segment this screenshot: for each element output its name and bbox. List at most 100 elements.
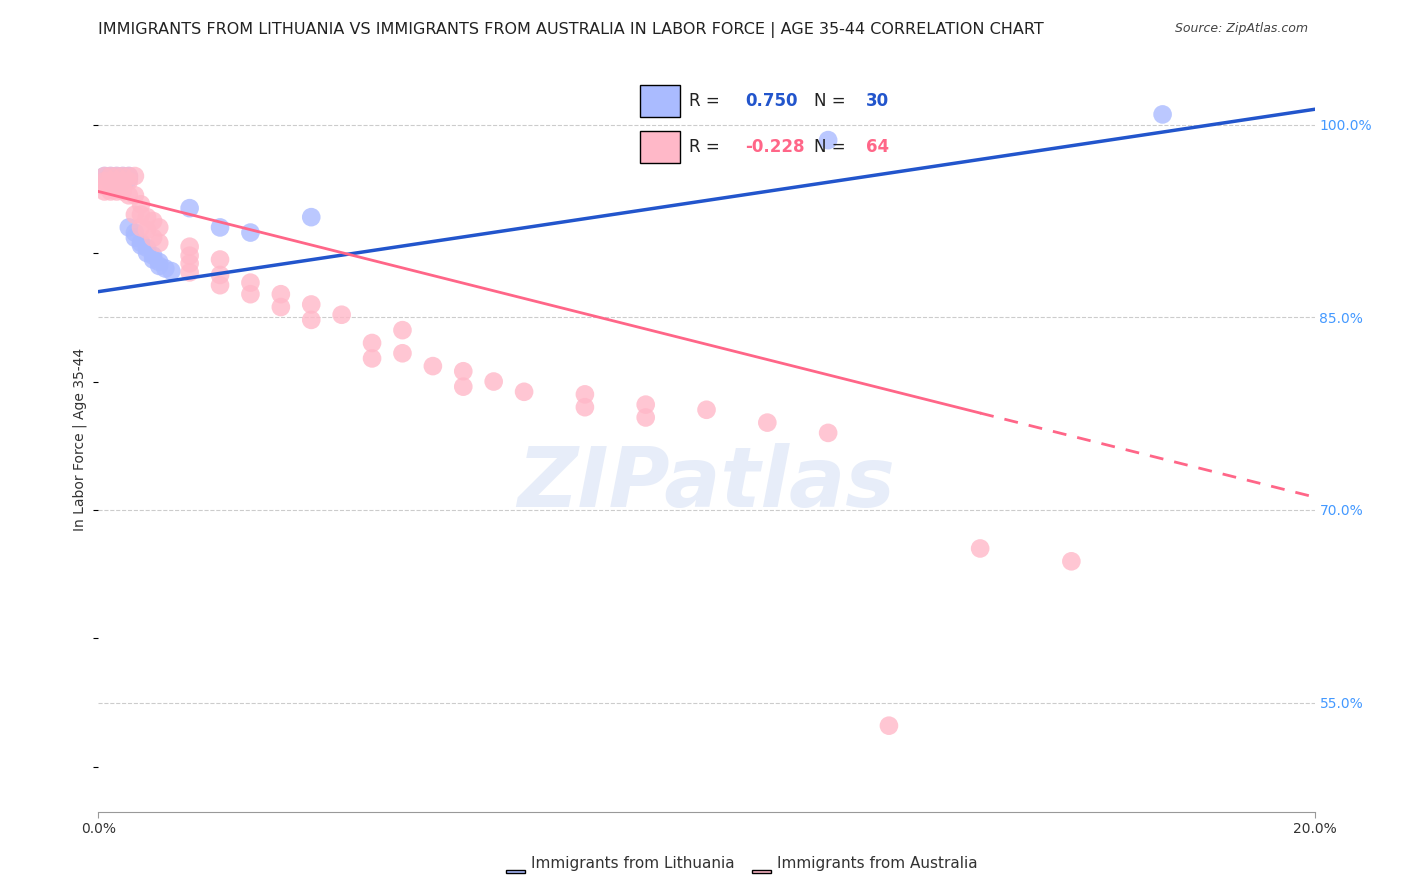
- Point: [124, 226, 146, 240]
- Point: [124, 188, 146, 202]
- Point: [148, 255, 170, 269]
- Point: [391, 323, 413, 337]
- Point: [100, 169, 122, 183]
- FancyBboxPatch shape: [640, 85, 681, 118]
- Text: N =: N =: [814, 138, 851, 156]
- Point: [105, 169, 128, 183]
- Point: [1060, 554, 1083, 568]
- Point: [105, 169, 128, 183]
- Point: [142, 249, 165, 263]
- Point: [124, 208, 146, 222]
- FancyBboxPatch shape: [640, 131, 681, 163]
- Point: [93, 169, 115, 183]
- Text: 30: 30: [866, 92, 890, 110]
- Point: [160, 264, 183, 278]
- Point: [239, 276, 262, 290]
- Point: [179, 265, 201, 279]
- Point: [93, 179, 115, 194]
- Text: Immigrants from Lithuania: Immigrants from Lithuania: [531, 856, 734, 871]
- Point: [270, 287, 292, 301]
- FancyBboxPatch shape: [752, 870, 770, 873]
- Point: [179, 240, 201, 254]
- Point: [453, 364, 475, 378]
- Point: [129, 238, 152, 252]
- Point: [877, 719, 900, 733]
- Point: [148, 259, 170, 273]
- Point: [179, 256, 201, 270]
- Point: [209, 220, 232, 235]
- Point: [299, 297, 322, 311]
- Point: [453, 379, 475, 393]
- Text: 0.750: 0.750: [745, 92, 797, 110]
- Point: [136, 210, 159, 224]
- Point: [100, 169, 122, 183]
- Point: [969, 541, 991, 556]
- Point: [142, 252, 165, 267]
- Point: [422, 359, 444, 373]
- Point: [756, 416, 779, 430]
- Point: [817, 133, 839, 147]
- Point: [239, 226, 262, 240]
- Point: [100, 185, 122, 199]
- Point: [209, 278, 232, 293]
- Point: [361, 336, 384, 351]
- Point: [634, 410, 657, 425]
- Point: [634, 398, 657, 412]
- Point: [118, 171, 141, 186]
- Point: [129, 235, 152, 250]
- Point: [148, 235, 170, 250]
- Point: [299, 313, 322, 327]
- Text: R =: R =: [689, 92, 725, 110]
- Point: [100, 174, 122, 188]
- Text: Immigrants from Australia: Immigrants from Australia: [778, 856, 977, 871]
- Text: -0.228: -0.228: [745, 138, 804, 156]
- Point: [105, 185, 128, 199]
- Point: [93, 174, 115, 188]
- Point: [817, 425, 839, 440]
- Point: [93, 185, 115, 199]
- Point: [118, 174, 141, 188]
- Text: Source: ZipAtlas.com: Source: ZipAtlas.com: [1174, 22, 1308, 36]
- Point: [136, 246, 159, 260]
- Point: [209, 268, 232, 282]
- Point: [136, 241, 159, 255]
- Text: R =: R =: [689, 138, 725, 156]
- Point: [118, 169, 141, 183]
- Point: [111, 185, 134, 199]
- Point: [100, 174, 122, 188]
- Text: N =: N =: [814, 92, 851, 110]
- Point: [391, 346, 413, 360]
- Point: [129, 208, 152, 222]
- Point: [179, 249, 201, 263]
- Point: [105, 179, 128, 194]
- Point: [118, 188, 141, 202]
- Point: [105, 171, 128, 186]
- Point: [105, 174, 128, 188]
- Point: [299, 210, 322, 224]
- Point: [93, 169, 115, 183]
- Point: [155, 261, 177, 276]
- Text: ZIPatlas: ZIPatlas: [517, 443, 896, 524]
- Y-axis label: In Labor Force | Age 35-44: In Labor Force | Age 35-44: [72, 348, 87, 531]
- Point: [111, 169, 134, 183]
- Point: [574, 401, 596, 415]
- Point: [142, 214, 165, 228]
- Point: [124, 230, 146, 244]
- Point: [142, 230, 165, 244]
- Point: [118, 169, 141, 183]
- Point: [111, 174, 134, 188]
- Point: [482, 375, 505, 389]
- FancyBboxPatch shape: [506, 870, 524, 873]
- Point: [129, 220, 152, 235]
- Point: [129, 197, 152, 211]
- Point: [179, 201, 201, 215]
- Point: [105, 174, 128, 188]
- Text: IMMIGRANTS FROM LITHUANIA VS IMMIGRANTS FROM AUSTRALIA IN LABOR FORCE | AGE 35-4: IMMIGRANTS FROM LITHUANIA VS IMMIGRANTS …: [98, 22, 1045, 38]
- Text: 64: 64: [866, 138, 890, 156]
- Point: [209, 252, 232, 267]
- Point: [136, 223, 159, 237]
- Point: [361, 351, 384, 366]
- Point: [574, 387, 596, 401]
- Point: [696, 402, 718, 417]
- Point: [148, 220, 170, 235]
